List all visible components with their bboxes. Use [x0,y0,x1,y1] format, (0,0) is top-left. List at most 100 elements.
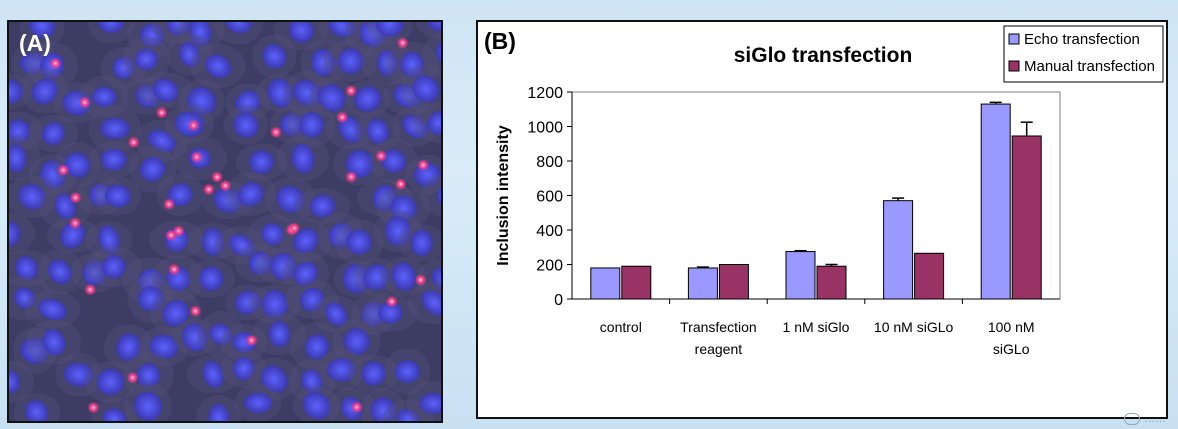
cell-nucleus [370,397,397,421]
y-tick-label: 800 [536,154,563,171]
cell-nucleus [98,22,124,33]
sirna-spot [126,371,139,384]
sirna-spot [345,170,358,183]
cell-nucleus [268,321,291,348]
panel-a-label: (A) [19,30,51,56]
cell-nucleus [372,184,397,212]
cell-nucleus [346,229,372,255]
legend: Echo transfection Manual transfection [1003,25,1164,83]
sirna-spot [219,179,232,192]
cell-nucleus [302,392,331,420]
y-tick-label: 0 [554,292,563,309]
cell-body [9,360,35,403]
x-category-label: Transfection [680,319,757,335]
cell-nucleus [391,262,416,291]
cell-nucleus [381,149,406,173]
cell-nucleus [47,259,72,284]
cell-nucleus [14,256,38,281]
bar-echo [883,200,914,300]
cell-nucleus [288,22,314,43]
cell-nucleus [396,408,420,421]
cell-nucleus [234,290,261,315]
x-category-label: siGLo [993,341,1030,357]
cell-nucleus [14,287,36,310]
cell-nucleus [431,267,441,293]
sirna-spot [345,84,358,97]
cell-nucleus [378,301,403,324]
sirna-spot [414,273,427,286]
sirna-spot-layer [49,36,430,414]
cell-nucleus [137,268,163,293]
cell-nucleus [342,264,370,294]
sirna-spot [202,183,215,196]
x-category-label: 1 nM siGlo [783,319,850,335]
cell-nucleus [280,113,304,136]
cell-nucleus [202,360,224,388]
sirna-spot [187,119,200,132]
cell-nucleus [96,368,125,396]
cell-nucleus [137,286,164,312]
cell-nucleus [42,329,66,356]
legend-swatch-manual [1008,60,1020,72]
sirna-spot [385,295,398,308]
cell-nucleus [300,287,325,312]
cell-nucleus [182,323,208,352]
cell-nucleus [384,216,411,246]
cell-nucleus [410,229,433,257]
bar-echo [687,267,718,300]
cell-nucleus [60,221,86,249]
cell-nucleus [361,361,386,386]
cell-nucleus [233,112,259,138]
bar-echo [785,251,816,300]
sirna-spot [168,263,181,276]
cell-nucleus [232,357,255,381]
cell-nucleus [363,264,390,291]
cell-nucleus [213,187,243,213]
cell-nucleus [235,90,261,115]
cell-nucleus [366,118,389,144]
sirna-spot [69,217,82,230]
sirna-spot [396,36,409,49]
cell-nucleus [427,111,441,135]
cell-nucleus [293,228,319,254]
cell-nucleus [269,252,297,280]
cell-nucleus [292,79,322,107]
chart-panel: siGlo transfection 0 200 400 600 800 1000 1200 I… [476,20,1168,419]
sirna-spot [394,178,407,191]
y-tick-label: 400 [536,223,563,240]
sirna-spot [84,283,97,296]
cell-nucleus [31,78,58,105]
cell-nucleus [9,144,27,173]
cell-nucleus [179,42,200,67]
cell-nucleus [421,290,441,316]
x-category-label: 100 nM [988,319,1035,335]
cell-nucleus [262,44,287,69]
cell-nucleus [209,323,233,345]
cell-nucleus [291,143,315,174]
cell-nucleus [102,408,126,421]
cell-nucleus [401,114,428,139]
cell-nucleus [248,251,273,275]
cell-nucleus [427,22,441,32]
cell-nucleus [309,194,336,218]
sirna-spot [57,164,70,177]
cell-nucleus [9,220,21,247]
cell-nucleus [208,404,230,421]
cell-nucleus [318,84,346,112]
sirna-spot [269,126,282,139]
cell-nucleus [100,117,130,140]
cell-nucleus [337,48,364,75]
bar-chart: siGlo transfection 0 200 400 600 800 1000 1200 I… [495,25,1164,357]
cell-nucleus [201,227,225,256]
sirna-spot [189,305,202,318]
cell-nucleus [311,48,336,77]
cell-nucleus [299,112,324,138]
bars [590,101,1042,300]
cell-nucleus [419,393,441,414]
wechat-icon [1124,412,1140,425]
cell-nucleus [187,87,216,116]
cell-layer [9,22,441,421]
cell-nucleus [136,363,161,388]
cell-nucleus [243,392,273,414]
cell-nucleus [324,302,348,326]
